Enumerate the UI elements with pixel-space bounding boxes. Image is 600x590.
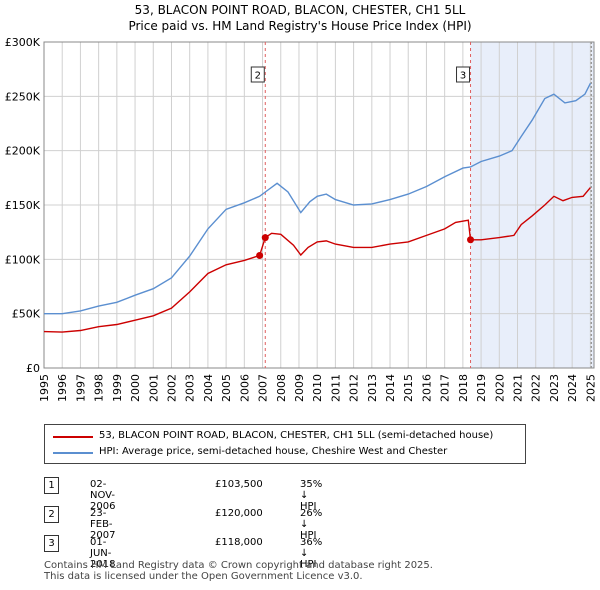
x-tick-label: 2008 xyxy=(275,374,288,402)
x-tick-label: 2025 xyxy=(584,374,597,402)
x-tick-label: 2018 xyxy=(457,374,470,402)
transaction-number-badge: 2 xyxy=(44,506,59,523)
marker-box xyxy=(456,66,471,83)
x-tick-label: 2007 xyxy=(257,374,270,402)
transaction-hpi-diff: 35% ↓ HPI xyxy=(300,479,323,512)
transaction-date: 23-FEB-2007 xyxy=(90,508,116,541)
x-tick-label: 2001 xyxy=(147,374,160,402)
transaction-price: £120,000 xyxy=(215,508,263,519)
transaction-date: 02-NOV-2006 xyxy=(90,479,116,512)
legend-swatch-property xyxy=(53,436,93,438)
x-tick-label: 2021 xyxy=(512,374,525,402)
x-tick-label: 2013 xyxy=(366,374,379,402)
x-tick-label: 2005 xyxy=(220,374,233,402)
chart-title-line2: Price paid vs. HM Land Registry's House … xyxy=(128,19,472,33)
chart-legend: 53, BLACON POINT ROAD, BLACON, CHESTER, … xyxy=(44,424,526,464)
legend-label-hpi: HPI: Average price, semi-detached house,… xyxy=(99,446,448,457)
sale-point xyxy=(256,252,264,260)
property-line xyxy=(43,187,591,333)
y-tick-label: £100K xyxy=(5,253,41,266)
x-tick-label: 1998 xyxy=(93,374,106,402)
marker-label: 3 xyxy=(460,71,466,82)
legend-swatch-hpi xyxy=(53,452,93,454)
x-tick-label: 1999 xyxy=(111,374,124,402)
x-tick-label: 2006 xyxy=(238,374,251,402)
x-tick-label: 2017 xyxy=(439,374,452,402)
transaction-number-badge: 1 xyxy=(44,477,59,494)
price-chart: £0 £50K £100K £150K £200K £250K £300K 1995 1996 1… xyxy=(5,36,598,402)
transaction-hpi-diff: 36% ↓ HPI xyxy=(300,537,323,570)
marker-label: 2 xyxy=(255,71,261,82)
x-tick-label: 2019 xyxy=(475,374,488,402)
plot-area-border xyxy=(43,41,595,369)
footer-licence: This data is licensed under the Open Gov… xyxy=(44,571,363,582)
sale-point xyxy=(261,234,269,242)
x-tick-label: 2016 xyxy=(420,374,433,402)
x-tick-label: 2011 xyxy=(329,374,342,402)
y-tick-label: £200K xyxy=(5,145,41,158)
x-tick-label: 1996 xyxy=(56,374,69,402)
transaction-price: £103,500 xyxy=(215,479,263,490)
y-tick-label: £250K xyxy=(5,90,41,103)
x-tick-label: 2015 xyxy=(402,374,415,402)
transaction-price: £118,000 xyxy=(215,537,263,548)
marker-box xyxy=(250,66,265,83)
x-tick-label: 2022 xyxy=(530,374,543,402)
x-tick-label: 2002 xyxy=(165,374,178,402)
chart-title-line1: 53, BLACON POINT ROAD, BLACON, CHESTER, … xyxy=(134,3,466,17)
x-tick-label: 2014 xyxy=(384,374,397,402)
transaction-date: 01-JUN-2018 xyxy=(90,537,116,570)
x-tick-label: 2000 xyxy=(129,374,142,402)
x-tick-label: 2012 xyxy=(348,374,361,402)
y-tick-label: £300K xyxy=(5,36,41,49)
sale-point xyxy=(467,236,475,244)
x-tick-label: 2023 xyxy=(548,374,561,402)
transaction-number-badge: 3 xyxy=(44,535,59,552)
transaction-hpi-diff: 26% ↓ HPI xyxy=(300,508,323,541)
x-tick-label: 2004 xyxy=(202,374,215,402)
x-tick-label: 2024 xyxy=(566,374,579,402)
x-tick-label: 2010 xyxy=(311,374,324,402)
footer-copyright: Contains HM Land Registry data © Crown c… xyxy=(44,560,433,571)
x-tick-label: 2009 xyxy=(293,374,306,402)
x-tick-label: 1997 xyxy=(74,374,87,402)
footer: Contains HM Land Registry data © Crown c… xyxy=(44,560,433,582)
y-tick-label: £50K xyxy=(12,308,41,321)
legend-label-property: 53, BLACON POINT ROAD, BLACON, CHESTER, … xyxy=(99,430,494,441)
hpi-line xyxy=(44,82,592,315)
x-tick-label: 2003 xyxy=(184,374,197,402)
x-tick-label: 2020 xyxy=(493,374,506,402)
y-tick-label: £150K xyxy=(5,199,41,212)
x-tick-label: 1995 xyxy=(38,374,51,402)
y-tick-label: £0 xyxy=(26,362,40,375)
